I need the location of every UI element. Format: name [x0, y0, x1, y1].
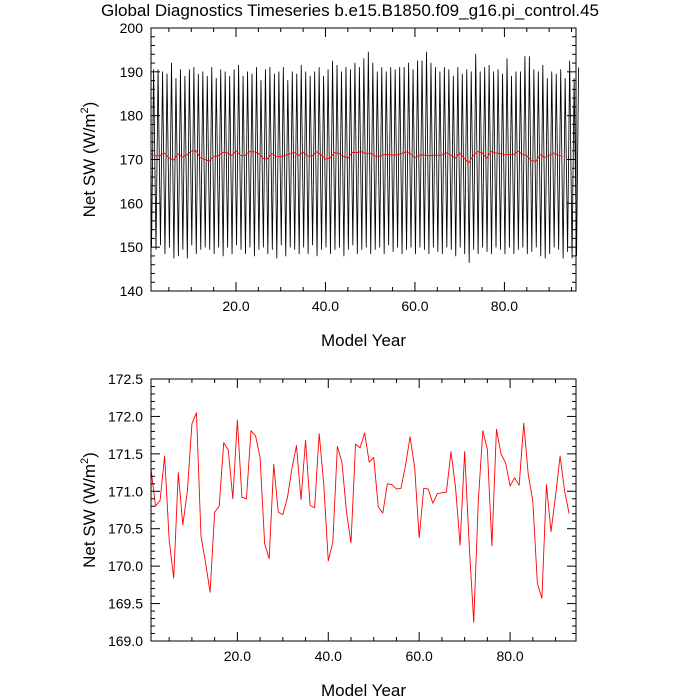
bottom-x-tick-label: 40.0 — [315, 648, 342, 664]
bottom-y-tick-label: 169.5 — [108, 596, 143, 612]
top-y-tick-label: 140 — [120, 283, 144, 299]
bottom-y-axis-title: Net SW (W/m2) — [79, 452, 99, 568]
bottom-series-line-annual — [150, 412, 570, 623]
bottom-y-tick-label: 172.5 — [108, 371, 143, 387]
top-y-axis-title: Net SW (W/m2) — [79, 102, 99, 218]
top-series-line-monthly — [151, 51, 580, 263]
bottom-panel: 20.0 40.0 60.0 80.0 169.0 169.5 170.0 170.5 171.… — [79, 371, 577, 700]
bottom-plot-frame — [150, 378, 577, 642]
bottom-y-tick-label: 169.0 — [108, 633, 143, 649]
bottom-y-tick-label: 170.5 — [108, 521, 143, 537]
top-y-tick-label: 160 — [120, 195, 144, 211]
bottom-x-tick-label: 20.0 — [224, 648, 251, 664]
top-y-tick-label: 180 — [120, 108, 144, 124]
top-panel: 20.0 40.0 60.0 80.0 140 150 160 170 180 190 200 Mod… — [79, 20, 580, 350]
bottom-x-axis-title: Model Year — [321, 681, 406, 700]
bottom-y-tick-label: 170.0 — [108, 558, 143, 574]
bottom-y-tick-label: 171.0 — [108, 483, 143, 499]
bottom-y-tick-label: 171.5 — [108, 446, 143, 462]
bottom-x-tick-label: 60.0 — [406, 648, 433, 664]
bottom-x-tick-label: 80.0 — [496, 648, 523, 664]
top-x-tick-label: 20.0 — [222, 298, 249, 314]
top-x-axis-title: Model Year — [321, 331, 406, 350]
top-series-line-annual — [150, 150, 563, 164]
top-y-tick-label: 190 — [120, 64, 144, 80]
top-y-tick-label: 170 — [120, 152, 144, 168]
chart-title: Global Diagnostics Timeseries b.e15.B185… — [100, 1, 600, 20]
top-x-tick-label: 40.0 — [312, 298, 339, 314]
top-y-tick-label: 150 — [120, 239, 144, 255]
top-x-tick-label: 80.0 — [491, 298, 518, 314]
bottom-y-tick-label: 172.0 — [108, 408, 143, 424]
top-x-tick-label: 60.0 — [401, 298, 428, 314]
top-y-tick-label: 200 — [120, 20, 144, 36]
